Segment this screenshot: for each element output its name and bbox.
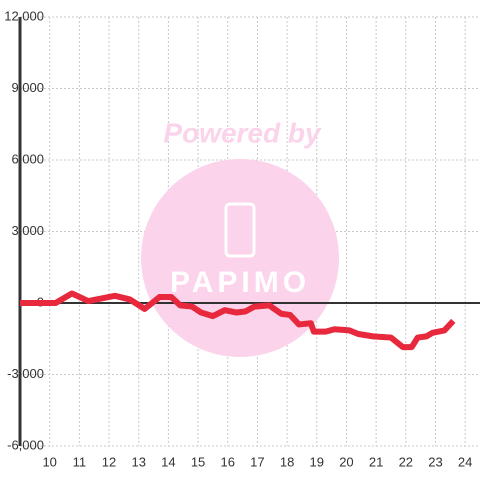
x-tick-label: 10: [42, 454, 56, 469]
y-tick-label: 6,000: [11, 151, 44, 166]
watermark-logo: PAPIMO: [170, 266, 310, 299]
x-tick-label: 11: [73, 454, 87, 469]
x-tick-label: 15: [191, 454, 205, 469]
x-tick-label: 17: [250, 454, 264, 469]
x-tick-label: 18: [280, 454, 294, 469]
data-line: [20, 290, 456, 351]
grid: [20, 16, 480, 447]
x-tick-label: 20: [339, 454, 353, 469]
y-tick-label: -6,000: [7, 437, 44, 452]
x-tick-label: 23: [428, 454, 442, 469]
x-tick-label: 19: [310, 454, 324, 469]
x-tick-label: 12: [102, 454, 116, 469]
y-tick-label: 9,000: [11, 80, 44, 95]
x-tick-label: 13: [131, 454, 145, 469]
x-tick-label: 14: [161, 454, 175, 469]
watermark-text: Powered by: [163, 117, 322, 148]
x-tick-label: 24: [458, 454, 472, 469]
y-tick-label: 3,000: [11, 223, 44, 238]
y-tick-label: -3,000: [7, 366, 44, 381]
y-tick-label: 12,000: [4, 8, 44, 23]
x-tick-label: 22: [399, 454, 413, 469]
x-tick-label: 16: [221, 454, 235, 469]
watermark-phone: [224, 202, 256, 258]
x-tick-label: 21: [369, 454, 383, 469]
